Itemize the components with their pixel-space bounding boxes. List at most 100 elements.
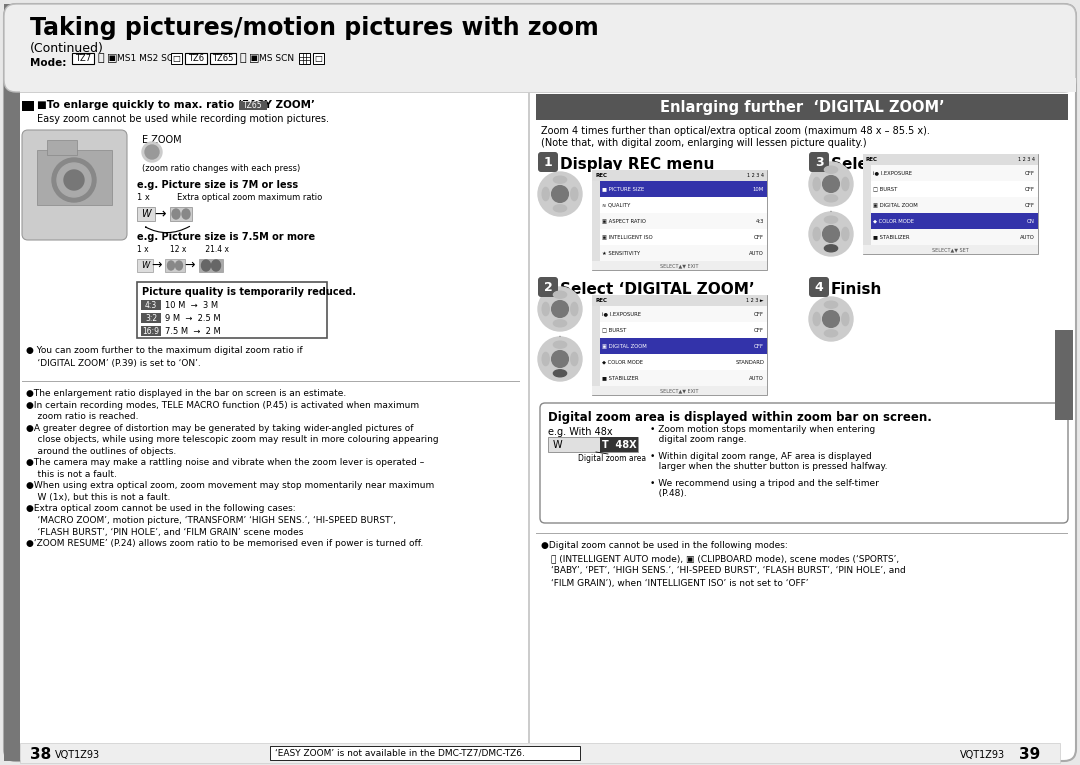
Text: Select ‘ON’: Select ‘ON’: [831, 157, 927, 172]
Text: □: □: [314, 54, 323, 63]
Text: ⓘ: ⓘ: [239, 54, 245, 63]
Text: Taking pictures/motion pictures with zoom: Taking pictures/motion pictures with zoo…: [30, 16, 598, 40]
Bar: [141, 300, 161, 310]
Text: 4:3: 4:3: [756, 219, 764, 223]
Circle shape: [809, 162, 853, 206]
Bar: [21, 743, 1059, 763]
Bar: [22, 381, 519, 382]
Bar: [863, 245, 1038, 254]
Bar: [592, 295, 767, 306]
Circle shape: [823, 176, 839, 192]
Text: TZ7: TZ7: [75, 54, 91, 63]
Ellipse shape: [202, 260, 211, 271]
FancyBboxPatch shape: [809, 277, 829, 297]
Bar: [548, 437, 638, 452]
Text: SELECT▲▼ SET: SELECT▲▼ SET: [932, 247, 969, 252]
Circle shape: [141, 142, 162, 162]
Text: OFF: OFF: [754, 235, 764, 239]
Bar: [592, 213, 600, 229]
Bar: [592, 322, 600, 338]
Ellipse shape: [824, 195, 838, 202]
Text: ●In certain recording modes, TELE MACRO function (P.45) is activated when maximu: ●In certain recording modes, TELE MACRO …: [26, 401, 419, 422]
Text: W: W: [141, 209, 151, 219]
Text: AUTO: AUTO: [1021, 235, 1035, 239]
Text: ▣: ▣: [107, 54, 118, 63]
Ellipse shape: [824, 216, 838, 223]
FancyBboxPatch shape: [809, 152, 829, 172]
Text: ⓘ (INTELLIGENT AUTO mode), ▣ (CLIPBOARD mode), scene modes (‘SPORTS’,
‘BABY’, ‘P: ⓘ (INTELLIGENT AUTO mode), ▣ (CLIPBOARD …: [551, 554, 906, 588]
Text: Picture quality is temporarily reduced.: Picture quality is temporarily reduced.: [141, 287, 356, 297]
Ellipse shape: [570, 187, 578, 200]
Bar: [592, 245, 600, 261]
Text: 1 2 3 4: 1 2 3 4: [1018, 157, 1035, 162]
Text: ‘EASY ZOOM’ is not available in the DMC-TZ7/DMC-TZ6.: ‘EASY ZOOM’ is not available in the DMC-…: [275, 749, 525, 758]
Text: (Continued): (Continued): [30, 42, 104, 55]
Text: REC: REC: [866, 157, 878, 162]
Ellipse shape: [813, 177, 820, 190]
Bar: [299, 53, 310, 64]
Bar: [863, 165, 1038, 181]
Text: 7.5 M  →  2 M: 7.5 M → 2 M: [165, 327, 220, 336]
Bar: [137, 259, 153, 272]
Text: AUTO: AUTO: [750, 376, 764, 380]
Text: ◆ COLOR MODE: ◆ COLOR MODE: [873, 219, 914, 223]
Text: ■ STABILIZER: ■ STABILIZER: [602, 376, 638, 380]
Bar: [863, 181, 870, 197]
FancyBboxPatch shape: [538, 277, 558, 297]
Circle shape: [823, 226, 839, 243]
Text: ●The enlargement ratio displayed in the bar on screen is an estimate.: ●The enlargement ratio displayed in the …: [26, 389, 347, 398]
Text: • Zoom motion stops momentarily when entering
   digital zoom range.: • Zoom motion stops momentarily when ent…: [650, 425, 875, 444]
Bar: [592, 229, 600, 245]
Bar: [313, 53, 324, 64]
Bar: [21, 78, 1076, 92]
Bar: [185, 53, 207, 64]
Circle shape: [552, 301, 568, 317]
Text: 1: 1: [543, 155, 552, 168]
Text: VQT1Z93: VQT1Z93: [960, 750, 1005, 760]
Text: VQT1Z93: VQT1Z93: [55, 750, 100, 760]
Bar: [863, 154, 1038, 254]
Bar: [171, 53, 183, 64]
Ellipse shape: [167, 261, 175, 270]
Text: E ZOOM: E ZOOM: [141, 135, 181, 145]
Circle shape: [64, 170, 84, 190]
Bar: [592, 245, 767, 261]
Bar: [592, 181, 600, 197]
Bar: [863, 197, 870, 213]
Bar: [592, 370, 767, 386]
Bar: [141, 326, 161, 336]
FancyArrowPatch shape: [146, 226, 190, 233]
Bar: [141, 313, 161, 323]
Text: Finish: Finish: [831, 282, 882, 297]
Text: REC: REC: [595, 298, 607, 303]
Text: 16:9: 16:9: [143, 327, 160, 336]
Text: • Within digital zoom range, AF area is displayed
   larger when the shutter but: • Within digital zoom range, AF area is …: [650, 452, 888, 471]
Text: AUTO: AUTO: [750, 250, 764, 256]
FancyBboxPatch shape: [538, 152, 558, 172]
Text: ▣ DIGITAL ZOOM: ▣ DIGITAL ZOOM: [602, 343, 647, 349]
Text: (Note that, with digital zoom, enlarging will lessen picture quality.): (Note that, with digital zoom, enlarging…: [541, 138, 866, 148]
Text: 10M: 10M: [753, 187, 764, 191]
Ellipse shape: [813, 227, 820, 241]
Bar: [863, 165, 870, 181]
Text: ●A greater degree of distortion may be generated by taking wider-angled pictures: ●A greater degree of distortion may be g…: [26, 424, 438, 456]
Bar: [536, 533, 1068, 534]
Text: i● I.EXPOSURE: i● I.EXPOSURE: [602, 311, 642, 317]
Text: 39: 39: [1018, 747, 1040, 762]
Text: OFF: OFF: [754, 343, 764, 349]
Ellipse shape: [841, 227, 849, 241]
Bar: [863, 154, 1038, 165]
Ellipse shape: [542, 187, 550, 200]
Circle shape: [809, 212, 853, 256]
Bar: [863, 213, 1038, 229]
Text: 1 x         12 x        21.4 x: 1 x 12 x 21.4 x: [137, 245, 229, 254]
Text: 9 M  →  2.5 M: 9 M → 2.5 M: [165, 314, 220, 323]
Bar: [863, 229, 1038, 245]
Ellipse shape: [570, 302, 578, 316]
Ellipse shape: [824, 166, 838, 173]
Text: 4:3: 4:3: [145, 301, 157, 310]
Text: W: W: [553, 440, 563, 450]
Text: Digital zoom area: Digital zoom area: [578, 454, 646, 463]
Bar: [863, 213, 870, 229]
Ellipse shape: [813, 312, 820, 326]
